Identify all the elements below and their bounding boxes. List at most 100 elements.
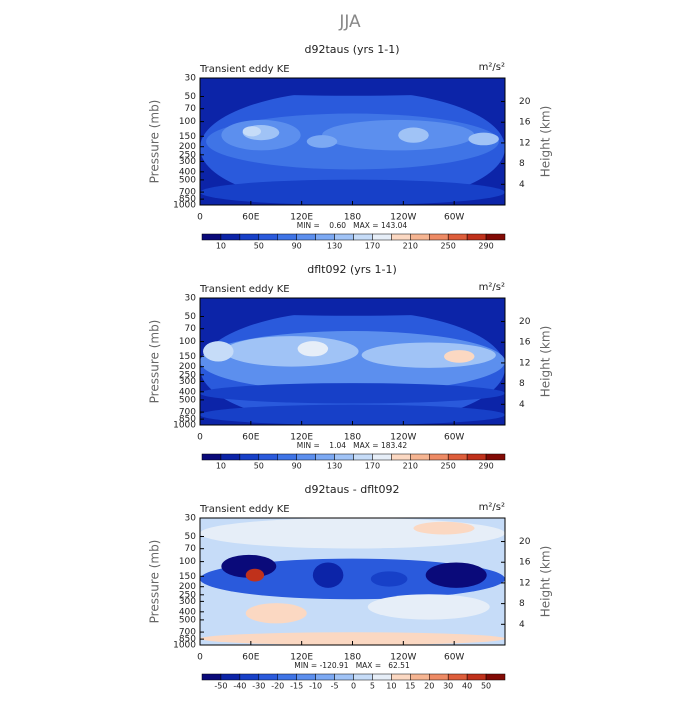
- colorbar-label: 10: [216, 462, 226, 471]
- contour-region: [200, 179, 505, 205]
- colorbar-box: [466, 233, 487, 241]
- contour-region: [200, 632, 505, 645]
- contour-region: [224, 336, 359, 367]
- colorbar-box: [485, 453, 506, 461]
- y-tick-label: 100: [179, 337, 196, 347]
- colorbar-box: [372, 673, 392, 681]
- y-tick-label: 70: [185, 104, 197, 114]
- y2-tick-label: 12: [519, 138, 530, 148]
- colorbar-box: [485, 673, 506, 681]
- y-tick-label: 200: [179, 582, 196, 592]
- colorbar-box: [353, 233, 373, 241]
- x-tick-label: 60W: [444, 653, 464, 663]
- colorbar-box: [410, 453, 430, 461]
- colorbar-label: 40: [462, 682, 472, 691]
- field-label: Transient eddy KE: [199, 504, 290, 515]
- colorbar-box: [353, 453, 373, 461]
- colorbar-label: 130: [327, 242, 342, 251]
- panel-title: d92taus (yrs 1-1): [304, 43, 399, 56]
- colorbar-box: [334, 233, 354, 241]
- contour-region: [242, 126, 261, 137]
- y2-tick-label: 4: [519, 620, 525, 630]
- y2-axis-label: Height (km): [539, 326, 553, 397]
- x-tick-label: 180: [344, 433, 361, 443]
- y-tick-label: 100: [179, 557, 196, 567]
- y-tick-label: 70: [185, 324, 197, 334]
- colorbar-box: [277, 233, 297, 241]
- x-tick-label: 0: [197, 433, 203, 443]
- min-max-stats: MIN = -120.91 MAX = 62.51: [294, 661, 410, 670]
- y-tick-label: 400: [179, 387, 196, 397]
- y-tick-label: 150: [179, 352, 196, 362]
- panel: d92taus - dflt092 Transient eddy KE m²/s² 3…: [148, 483, 553, 691]
- colorbar-box: [391, 233, 411, 241]
- colorbar-label: -30: [252, 682, 265, 691]
- colorbar-box: [334, 673, 354, 681]
- field-label: Transient eddy KE: [199, 64, 290, 75]
- field-label: Transient eddy KE: [199, 284, 290, 295]
- contour-field: [200, 298, 505, 425]
- x-tick-label: 0: [197, 653, 203, 663]
- y2-tick-label: 16: [519, 558, 531, 568]
- y2-axis-label: Height (km): [539, 546, 553, 617]
- colorbar-label: -50: [214, 682, 227, 691]
- y-tick-label: 1000: [173, 421, 196, 431]
- contour-region: [413, 521, 475, 535]
- colorbar-box: [258, 453, 278, 461]
- y2-tick-label: 4: [519, 400, 525, 410]
- contour-region: [361, 342, 496, 368]
- colorbar-box: [466, 673, 487, 681]
- y-tick-label: 200: [179, 142, 196, 152]
- x-tick-label: 120E: [290, 433, 313, 443]
- y2-tick-label: 16: [519, 338, 531, 348]
- colorbar-box: [447, 453, 468, 461]
- colorbar-box: [429, 673, 449, 681]
- colorbar-box: [315, 673, 335, 681]
- contour-region: [367, 594, 490, 620]
- y-tick-label: 700: [179, 408, 196, 418]
- colorbar-box: [220, 673, 241, 681]
- colorbar-label: 290: [478, 242, 493, 251]
- x-tick-label: 120E: [290, 653, 313, 663]
- colorbar-label: 130: [327, 462, 342, 471]
- page-title: JJA: [338, 12, 361, 32]
- y2-tick-label: 8: [519, 379, 525, 389]
- contour-region: [200, 383, 505, 404]
- contour-region: [200, 404, 505, 425]
- colorbar-box: [410, 233, 430, 241]
- min-max-stats: MIN = 0.60 MAX = 143.04: [297, 221, 408, 230]
- colorbar-label: 90: [292, 462, 302, 471]
- contour-region: [425, 562, 487, 588]
- colorbar-box: [447, 233, 468, 241]
- colorbar-label: 10: [216, 242, 226, 251]
- y2-axis-label: Height (km): [539, 106, 553, 177]
- y-tick-label: 50: [185, 92, 197, 102]
- y2-tick-label: 20: [519, 537, 531, 547]
- y-axis-label: Pressure (mb): [148, 320, 162, 404]
- colorbar-box: [220, 233, 241, 241]
- x-tick-label: 60E: [242, 213, 259, 223]
- y2-tick-label: 20: [519, 97, 531, 107]
- colorbar-label: 250: [441, 242, 456, 251]
- contour-region: [245, 603, 307, 624]
- y-tick-label: 30: [185, 74, 197, 84]
- y-tick-label: 100: [179, 117, 196, 127]
- colorbar-box: [239, 453, 260, 461]
- y-tick-label: 700: [179, 188, 196, 198]
- y2-tick-label: 4: [519, 180, 525, 190]
- contour-field: [200, 78, 505, 205]
- y2-tick-label: 8: [519, 159, 525, 169]
- y-tick-label: 1000: [173, 201, 196, 211]
- y-axis-label: Pressure (mb): [148, 100, 162, 184]
- units-label: m²/s²: [479, 62, 505, 73]
- colorbar-box: [466, 453, 487, 461]
- colorbar-box: [485, 233, 506, 241]
- colorbar-box: [410, 673, 430, 681]
- colorbar-box: [201, 673, 222, 681]
- colorbar-label: 170: [365, 242, 380, 251]
- y2-tick-label: 8: [519, 599, 525, 609]
- colorbar-label: 210: [403, 462, 418, 471]
- y-tick-label: 300: [179, 377, 196, 387]
- contour-region: [444, 350, 475, 363]
